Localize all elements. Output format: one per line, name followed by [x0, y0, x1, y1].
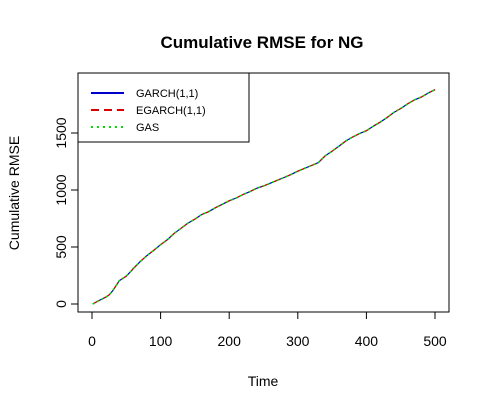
- y-tick-label: 0: [53, 300, 69, 308]
- x-tick-label: 0: [88, 333, 96, 349]
- y-axis-label: Cumulative RMSE: [6, 136, 22, 250]
- chart-title: Cumulative RMSE for NG: [160, 33, 363, 52]
- legend-label: GAS: [136, 122, 159, 134]
- x-tick-label: 500: [423, 333, 447, 349]
- x-tick-label: 300: [286, 333, 310, 349]
- y-tick-label: 500: [53, 235, 69, 259]
- x-tick-label: 400: [355, 333, 379, 349]
- x-axis-label: Time: [248, 373, 279, 389]
- x-tick-label: 200: [218, 333, 242, 349]
- y-axis: 0 500 1000 1500: [53, 117, 79, 308]
- x-axis: 0 100 200 300 400 500: [88, 311, 447, 349]
- y-tick-label: 1500: [53, 117, 69, 148]
- series-layer: [92, 88, 436, 305]
- legend: GARCH(1,1) EGARCH(1,1) GAS: [77, 72, 250, 143]
- legend-label: EGARCH(1,1): [136, 105, 206, 117]
- y-tick-label: 1000: [53, 174, 69, 205]
- series-line-3: [92, 88, 436, 305]
- legend-box: [77, 72, 250, 143]
- legend-label: GARCH(1,1): [136, 88, 198, 100]
- x-tick-label: 100: [149, 333, 173, 349]
